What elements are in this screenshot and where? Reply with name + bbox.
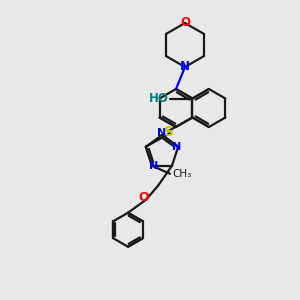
Text: O: O [180, 16, 190, 29]
Text: N: N [149, 161, 159, 171]
Text: HO: HO [148, 92, 169, 105]
Text: N: N [172, 142, 181, 152]
Text: N: N [158, 128, 166, 137]
Text: O: O [139, 191, 149, 204]
Text: S: S [164, 125, 174, 139]
Text: CH₃: CH₃ [172, 169, 191, 179]
Text: N: N [180, 61, 190, 74]
